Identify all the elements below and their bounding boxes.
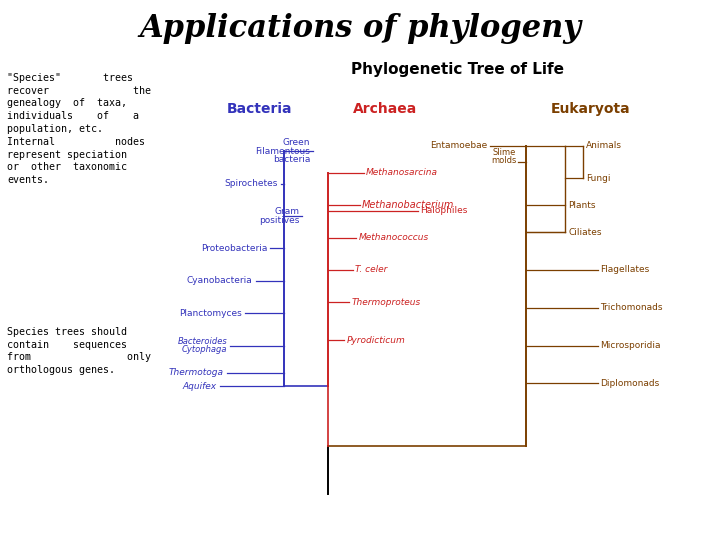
Text: Proteobacteria: Proteobacteria	[201, 244, 267, 253]
Text: Plants: Plants	[568, 201, 595, 210]
Text: Eukaryota: Eukaryota	[551, 102, 630, 116]
Text: Species trees should
contain    sequences
from                only
orthologous g: Species trees should contain sequences f…	[7, 327, 151, 375]
Text: T. celer: T. celer	[355, 266, 387, 274]
Text: Bacteroides
Cytophaga: Bacteroides Cytophaga	[178, 337, 228, 354]
Text: Green
Filamentous
bacteria: Green Filamentous bacteria	[256, 138, 310, 164]
Text: Bacteria: Bacteria	[227, 102, 292, 116]
Text: Methanobacterium: Methanobacterium	[362, 200, 454, 210]
Text: Flagellates: Flagellates	[600, 266, 649, 274]
Text: Trichomonads: Trichomonads	[600, 303, 662, 312]
Text: Pyrodicticum: Pyrodicticum	[346, 336, 405, 345]
Text: Microsporidia: Microsporidia	[600, 341, 660, 350]
Text: Slime
molds: Slime molds	[491, 148, 516, 165]
Text: Cyanobacteria: Cyanobacteria	[187, 276, 253, 285]
Text: Methanococcus: Methanococcus	[359, 233, 429, 242]
Text: Planctomyces: Planctomyces	[179, 309, 242, 318]
Text: Aquifex: Aquifex	[183, 382, 217, 390]
Text: Thermotoga: Thermotoga	[169, 368, 224, 377]
Text: Diplomonads: Diplomonads	[600, 379, 659, 388]
Text: Halophiles: Halophiles	[420, 206, 468, 215]
Text: Spirochetes: Spirochetes	[225, 179, 278, 188]
Text: Fungi: Fungi	[586, 174, 611, 183]
Text: Thermoproteus: Thermoproteus	[351, 298, 420, 307]
Text: Archaea: Archaea	[353, 102, 418, 116]
Text: Applications of phylogeny: Applications of phylogeny	[139, 14, 581, 44]
Text: Entamoebae: Entamoebae	[430, 141, 487, 150]
Text: "Species"       trees
recover              the
genealogy  of  taxa,
individuals : "Species" trees recover the genealogy of…	[7, 73, 151, 185]
Text: Methanosarcina: Methanosarcina	[366, 168, 438, 177]
Text: Phylogenetic Tree of Life: Phylogenetic Tree of Life	[351, 62, 564, 77]
Text: Ciliates: Ciliates	[568, 228, 602, 237]
Text: Animals: Animals	[586, 141, 622, 150]
Text: Gram
positives: Gram positives	[259, 207, 300, 225]
